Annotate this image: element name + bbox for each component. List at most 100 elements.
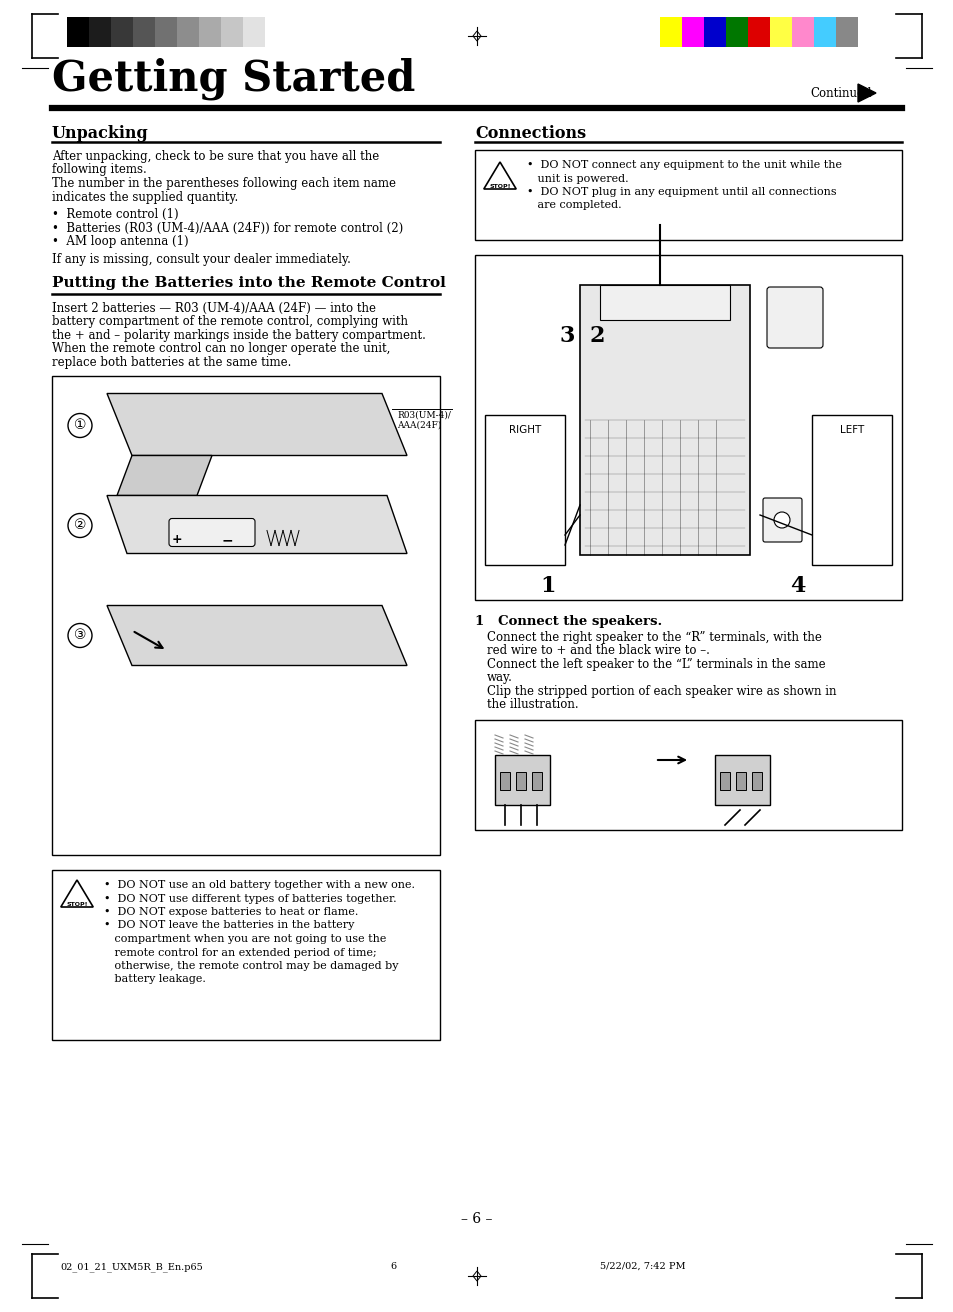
Text: •  DO NOT use different types of batteries together.: • DO NOT use different types of batterie… <box>104 893 396 904</box>
Text: The number in the parentheses following each item name: The number in the parentheses following … <box>52 177 395 190</box>
Bar <box>703 17 725 47</box>
Text: compartment when you are not going to use the: compartment when you are not going to us… <box>104 934 386 945</box>
Polygon shape <box>107 606 407 665</box>
Text: Getting Started: Getting Started <box>52 58 415 100</box>
Bar <box>835 17 857 47</box>
Bar <box>769 17 791 47</box>
Bar <box>89 17 111 47</box>
Text: 02_01_21_UXM5R_B_En.p65: 02_01_21_UXM5R_B_En.p65 <box>60 1262 203 1271</box>
Text: otherwise, the remote control may be damaged by: otherwise, the remote control may be dam… <box>104 960 398 971</box>
Text: battery compartment of the remote control, complying with: battery compartment of the remote contro… <box>52 315 408 328</box>
Text: Putting the Batteries into the Remote Control: Putting the Batteries into the Remote Co… <box>52 276 445 290</box>
FancyBboxPatch shape <box>762 499 801 542</box>
Text: 6: 6 <box>390 1262 395 1271</box>
Text: After unpacking, check to be sure that you have all the: After unpacking, check to be sure that y… <box>52 150 379 163</box>
Text: ①: ① <box>73 419 86 433</box>
Text: LEFT: LEFT <box>839 425 863 436</box>
Bar <box>579 285 749 555</box>
Bar <box>725 17 747 47</box>
Bar <box>499 771 510 790</box>
Text: R03(UM-4)/: R03(UM-4)/ <box>396 411 451 420</box>
Text: 1   Connect the speakers.: 1 Connect the speakers. <box>475 615 661 628</box>
Text: the + and – polarity markings inside the battery compartment.: the + and – polarity markings inside the… <box>52 329 425 342</box>
Text: red wire to + and the black wire to –.: red wire to + and the black wire to –. <box>486 644 709 657</box>
Text: – 6 –: – 6 – <box>460 1212 493 1225</box>
Bar <box>199 17 221 47</box>
Bar <box>132 17 154 47</box>
Text: +: + <box>172 534 182 547</box>
Circle shape <box>68 513 91 538</box>
Text: RIGHT: RIGHT <box>508 425 540 436</box>
FancyBboxPatch shape <box>169 518 254 547</box>
FancyBboxPatch shape <box>766 287 822 348</box>
Circle shape <box>68 623 91 648</box>
Bar <box>720 771 729 790</box>
Circle shape <box>773 512 789 527</box>
Text: •  Batteries (R03 (UM-4)/AAA (24F)) for remote control (2): • Batteries (R03 (UM-4)/AAA (24F)) for r… <box>52 222 403 235</box>
Text: When the remote control can no longer operate the unit,: When the remote control can no longer op… <box>52 342 390 356</box>
Text: Connect the right speaker to the “R” terminals, with the: Connect the right speaker to the “R” ter… <box>486 631 821 644</box>
Bar <box>681 17 703 47</box>
Text: indicates the supplied quantity.: indicates the supplied quantity. <box>52 190 238 203</box>
Bar <box>484 415 564 565</box>
Text: Unpacking: Unpacking <box>52 125 149 142</box>
Text: AAA(24F): AAA(24F) <box>396 421 441 429</box>
Text: ②: ② <box>73 518 86 533</box>
Bar <box>791 17 813 47</box>
Text: 5/22/02, 7:42 PM: 5/22/02, 7:42 PM <box>599 1262 685 1271</box>
Text: 4: 4 <box>789 575 804 597</box>
Bar <box>714 754 769 806</box>
Bar <box>811 415 891 565</box>
Text: 2: 2 <box>589 325 605 346</box>
Text: the illustration.: the illustration. <box>486 698 578 711</box>
Text: are completed.: are completed. <box>526 201 621 210</box>
Text: •  Remote control (1): • Remote control (1) <box>52 209 178 220</box>
Text: remote control for an extended period of time;: remote control for an extended period of… <box>104 947 376 958</box>
Text: following items.: following items. <box>52 164 147 177</box>
Text: unit is powered.: unit is powered. <box>526 173 628 184</box>
Bar <box>265 17 287 47</box>
Bar <box>747 17 769 47</box>
Bar <box>221 17 243 47</box>
Bar <box>532 771 541 790</box>
Bar <box>735 771 745 790</box>
Text: replace both batteries at the same time.: replace both batteries at the same time. <box>52 356 291 369</box>
Polygon shape <box>857 84 875 102</box>
Text: battery leakage.: battery leakage. <box>104 975 206 984</box>
Bar <box>495 754 550 806</box>
Bar <box>813 17 835 47</box>
Text: Insert 2 batteries — R03 (UM-4)/AAA (24F) — into the: Insert 2 batteries — R03 (UM-4)/AAA (24F… <box>52 302 375 315</box>
Bar <box>516 771 525 790</box>
Text: •  AM loop antenna (1): • AM loop antenna (1) <box>52 235 189 248</box>
Text: STOP!: STOP! <box>66 903 88 907</box>
Polygon shape <box>107 394 407 455</box>
Text: Continued: Continued <box>809 87 871 100</box>
Bar <box>475 150 901 240</box>
Bar <box>475 255 901 600</box>
Bar <box>599 285 729 320</box>
Text: •  DO NOT leave the batteries in the battery: • DO NOT leave the batteries in the batt… <box>104 921 354 930</box>
Polygon shape <box>117 455 212 496</box>
Text: •  DO NOT connect any equipment to the unit while the: • DO NOT connect any equipment to the un… <box>526 160 841 171</box>
Text: Connect the left speaker to the “L” terminals in the same: Connect the left speaker to the “L” term… <box>486 659 824 670</box>
Text: way.: way. <box>486 672 513 685</box>
Bar <box>243 17 265 47</box>
Text: •  DO NOT expose batteries to heat or flame.: • DO NOT expose batteries to heat or fla… <box>104 907 358 917</box>
Polygon shape <box>107 496 407 554</box>
Bar <box>52 375 439 855</box>
Text: Clip the stripped portion of each speaker wire as shown in: Clip the stripped portion of each speake… <box>486 685 836 698</box>
Circle shape <box>68 413 91 437</box>
Text: Connections: Connections <box>475 125 585 142</box>
Bar <box>751 771 761 790</box>
Bar <box>475 720 901 830</box>
Bar <box>659 17 681 47</box>
Text: −: − <box>221 534 233 547</box>
Text: If any is missing, consult your dealer immediately.: If any is missing, consult your dealer i… <box>52 252 351 265</box>
Text: 1: 1 <box>539 575 555 597</box>
Text: 3: 3 <box>559 325 575 346</box>
Text: •  DO NOT use an old battery together with a new one.: • DO NOT use an old battery together wit… <box>104 880 415 890</box>
Bar <box>177 17 199 47</box>
Bar <box>67 17 89 47</box>
Bar <box>111 17 132 47</box>
Text: •  DO NOT plug in any equipment until all connections: • DO NOT plug in any equipment until all… <box>526 188 836 197</box>
